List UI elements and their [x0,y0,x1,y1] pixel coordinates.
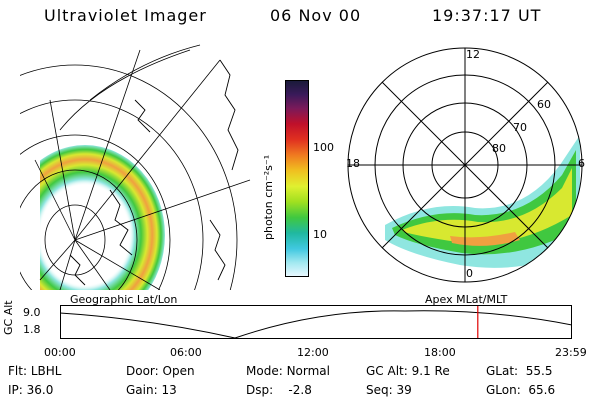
mlt-label-0: 0 [466,267,473,280]
time-label: 19:37:17 UT [432,6,542,25]
status-ip: IP: 36.0 [8,383,54,397]
date-label: 06 Nov 00 [270,6,362,25]
status-glon: GLon: 65.6 [486,383,556,397]
status-dsp: Dsp: -2.8 [246,383,312,397]
altitude-axis-title: GC Alt [2,300,15,335]
colorbar [285,80,309,277]
status-door: Door: Open [126,364,195,378]
colorbar-unit-label: photon cm⁻²s⁻¹ [262,154,275,240]
status-seq: Seq: 39 [366,383,412,397]
polar-plot [347,47,583,283]
time-tick-0600: 06:00 [170,346,202,359]
time-tick-1800: 18:00 [424,346,456,359]
mlat-label-60: 60 [537,98,551,111]
status-glat: GLat: 55.5 [486,364,553,378]
mlt-label-12: 12 [466,48,480,61]
instrument-title: Ultraviolet Imager [44,6,207,25]
mlt-label-18: 18 [346,157,360,170]
status-gain: Gain: 13 [126,383,177,397]
colorbar-tick-10: 10 [313,228,327,241]
altitude-tick-high: 9.0 [23,306,41,319]
status-gc-alt: GC Alt: 9.1 Re [366,364,450,378]
aurora-oval-geo [40,145,165,290]
colorbar-tick-100: 100 [313,141,334,154]
status-mode: Mode: Normal [246,364,330,378]
altitude-tick-low: 1.8 [23,323,41,336]
time-tick-1200: 12:00 [297,346,329,359]
time-tick-2359: 23:59 [555,346,587,359]
geo-projection-label: Geographic Lat/Lon [70,293,178,306]
altitude-curve [60,310,572,339]
polar-projection-label: Apex MLat/MLT [425,293,508,306]
geographic-map [20,44,251,290]
altitude-strip-plot [60,305,572,339]
status-filter: Flt: LBHL [8,364,62,378]
mlat-label-80: 80 [492,142,506,155]
mlt-label-6: 6 [578,157,585,170]
mlat-label-70: 70 [513,121,527,134]
time-tick-0000: 00:00 [44,346,76,359]
